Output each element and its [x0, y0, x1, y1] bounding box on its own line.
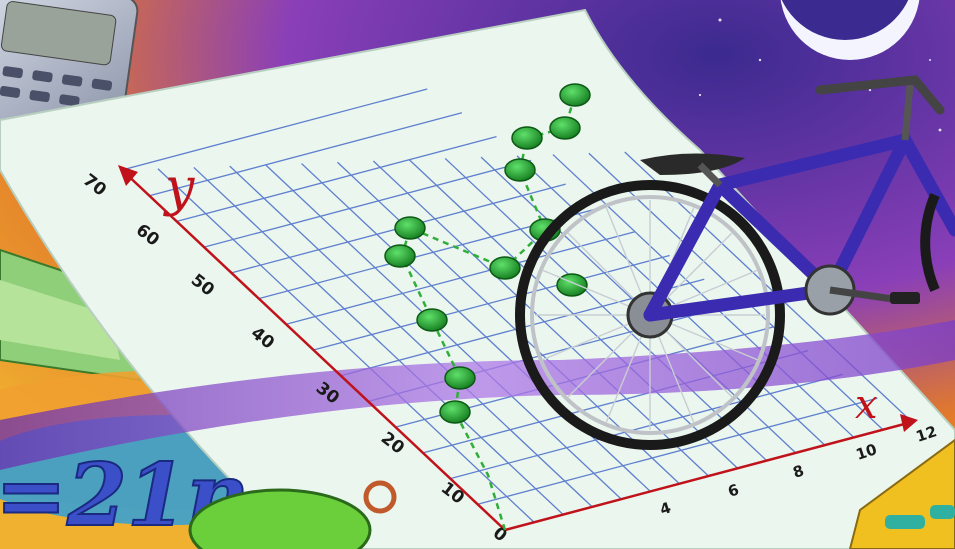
- data-point: [559, 83, 591, 107]
- x-axis-label: x: [855, 382, 878, 428]
- y-axis: [121, 169, 506, 531]
- grid-line-v: [157, 168, 535, 523]
- x-tick-12: 12: [914, 422, 939, 446]
- x-tick-10: 10: [854, 440, 879, 464]
- grid-line-h: [176, 135, 497, 223]
- data-point: [444, 366, 476, 390]
- grid-line-v: [624, 151, 913, 423]
- y-axis-arrow-icon: [118, 165, 138, 186]
- purple-band: [0, 320, 955, 470]
- bicycle-seat: [640, 153, 745, 175]
- data-point: [511, 126, 543, 150]
- data-point: [394, 216, 426, 240]
- calculator-corner-icon: [848, 438, 955, 549]
- data-point: [439, 400, 471, 424]
- grid-line-h: [121, 88, 428, 171]
- grid-line-v: [229, 165, 593, 508]
- grid-line-v: [193, 166, 564, 516]
- grid-line-v: [552, 154, 855, 438]
- grid-line-v: [265, 164, 622, 500]
- bicycle-front-tire: [920, 193, 940, 292]
- grid-line-h: [477, 397, 878, 505]
- x-axis-arrow-icon: [900, 414, 918, 432]
- grid-line-h: [149, 112, 463, 197]
- bicycle-seatpost: [697, 162, 723, 188]
- grid-line-v: [372, 160, 709, 477]
- bicycle-stem: [901, 84, 914, 141]
- axes: [118, 165, 918, 532]
- x-axis: [504, 420, 913, 532]
- grid-line-h: [313, 254, 670, 351]
- data-point: [489, 256, 521, 280]
- y-axis-label: y: [163, 158, 195, 218]
- bicycle-icon: [515, 75, 955, 450]
- bicycle-pedal: [890, 292, 920, 304]
- data-point: [416, 308, 448, 332]
- crescent-moon-icon: [780, 0, 920, 60]
- grid-line-h: [450, 373, 843, 480]
- data-point: [384, 244, 416, 268]
- grid-line-v: [444, 157, 768, 462]
- bicycle-rear-rim: [530, 195, 770, 435]
- grid-line-h: [285, 231, 636, 325]
- data-point: [549, 116, 581, 140]
- green-object: [188, 480, 397, 549]
- grid-line-v: [516, 155, 826, 446]
- data-point: [556, 273, 588, 297]
- data-point: [504, 158, 536, 182]
- bicycle-crank: [829, 286, 901, 304]
- grid-line-h: [203, 159, 532, 248]
- bicycle-handlebar: [815, 75, 945, 115]
- bicycle-rear-tire: [515, 180, 785, 450]
